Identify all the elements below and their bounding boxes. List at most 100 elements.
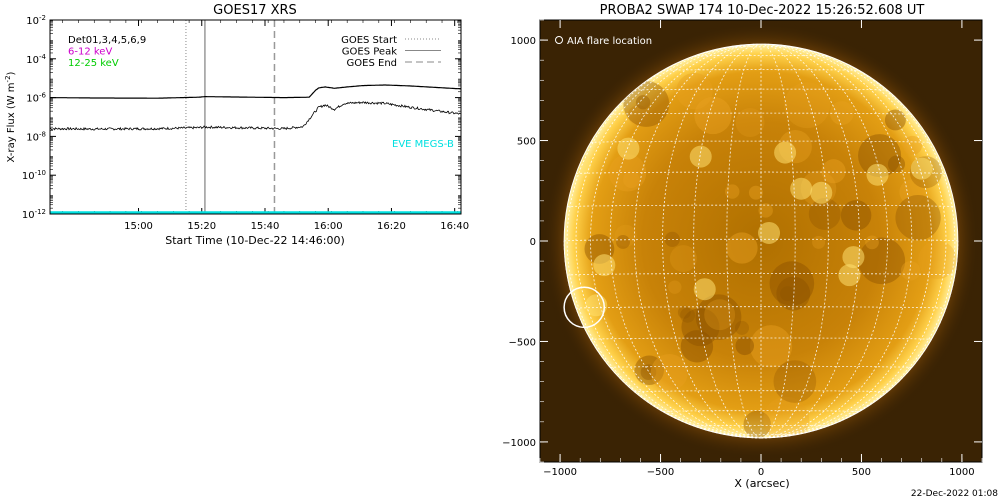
xrs-frame (49, 19, 462, 215)
swap-x-tick-label: 0 (758, 467, 764, 478)
xrs-y-tick-label: 10-2 (26, 14, 46, 27)
xrs-y-tick-label: 10-8 (26, 130, 46, 143)
swap-texture (676, 72, 713, 110)
swap-texture (902, 135, 923, 155)
swap-flare-marker (563, 286, 606, 329)
swap-bright-region (617, 137, 640, 160)
swap-latitude-line (693, 425, 829, 427)
swap-limb-circle (563, 43, 959, 439)
swap-texture (735, 108, 765, 137)
swap-texture (918, 240, 957, 280)
xrs-x-ticks: 15:00 15:20 15:40 16:00 16:20 16:40 (62, 20, 469, 232)
xrs-x-tick-label: 16:20 (377, 221, 406, 232)
swap-texture (695, 294, 742, 340)
swap-longitude-line (760, 43, 889, 439)
swap-longitude-line (760, 43, 947, 439)
swap-texture (694, 96, 732, 135)
swap-texture (668, 280, 682, 294)
swap-bright-region (758, 221, 781, 244)
swap-bright-region (693, 278, 716, 301)
swap-bright-region (774, 141, 797, 164)
swap-longitude-line (760, 43, 860, 439)
xrs-legend-right-item: GOES Peak (342, 47, 397, 58)
swap-bright-region (593, 254, 616, 277)
swap-y-tick-label: 0 (530, 237, 536, 248)
xrs-series-short (50, 101, 461, 131)
swap-y-tick-label: 1000 (511, 36, 536, 47)
swap-texture (608, 154, 647, 192)
swap-longitude-line (633, 43, 762, 439)
swap-texture (650, 353, 688, 392)
swap-longitude-line (590, 43, 762, 439)
xrs-y-tick-label: 10-10 (22, 169, 46, 182)
swap-bright-region (810, 181, 833, 204)
xrs-y-tick-label: 10-6 (26, 92, 46, 105)
swap-longitude-line (760, 43, 829, 439)
timestamp: 22-Dec-2022 01:08 (911, 489, 998, 499)
swap-latitude-line (610, 112, 912, 115)
swap-texture (748, 185, 763, 200)
xrs-x-tick-label: 15:00 (124, 221, 153, 232)
xrs-legend-right-item: GOES End (347, 58, 397, 69)
xrs-x-tick-label: 15:20 (187, 221, 216, 232)
swap-legend-symbol (555, 36, 563, 44)
swap-longitude-line (760, 43, 796, 439)
swap-longitude-line (760, 44, 956, 439)
aia-flare-circle (563, 286, 606, 329)
swap-texture (749, 325, 793, 368)
swap-y-tick-label: 500 (517, 137, 536, 148)
swap-bright-region (866, 163, 889, 186)
swap-texture (704, 299, 736, 331)
swap-texture (735, 336, 755, 356)
swap-latitude-line (563, 238, 959, 242)
xrs-y-label: X-ray Flux (W m-2) (4, 71, 17, 162)
swap-longitude-line (566, 44, 762, 439)
swap-texture (829, 101, 854, 126)
swap-latitude-line (609, 365, 913, 368)
swap-bright-region (910, 157, 933, 180)
swap-bright-region (842, 246, 865, 269)
xrs-legend-left-item: 6-12 keV (68, 47, 112, 58)
swap-x-tick-label: 1000 (949, 467, 974, 478)
xrs-series (50, 84, 461, 214)
swap-texture (743, 410, 771, 438)
swap-texture (758, 203, 773, 218)
swap-texture (865, 235, 879, 250)
swap-texture (640, 364, 657, 381)
xrs-legend-left-item: Det01,3,4,5,6,9 (68, 35, 146, 46)
swap-texture (776, 276, 811, 311)
swap-texture (840, 200, 872, 231)
swap-texture (780, 286, 795, 302)
xrs-y-tick-label: 10-12 (22, 208, 46, 221)
swap-texture (812, 235, 826, 249)
swap-texture (677, 305, 691, 319)
swap-x-tick-label: −1000 (543, 467, 577, 478)
swap-texture (769, 261, 815, 306)
swap-y-ticks: −1000 −500 0 500 1000 (502, 19, 982, 463)
xrs-series-long (50, 84, 461, 99)
swap-longitude-line (726, 43, 762, 439)
swap-longitude-line (609, 43, 762, 439)
swap-texture (725, 184, 740, 199)
swap-texture (616, 235, 630, 249)
swap-longitude-line (575, 43, 762, 439)
swap-bright-region (838, 264, 861, 287)
swap-texture (858, 134, 902, 178)
swap-texture (895, 195, 941, 241)
swap-texture (821, 159, 846, 184)
swap-longitude-line (662, 43, 762, 439)
swap-legend-label: AIA flare location (567, 36, 652, 47)
swap-latitude-line (634, 390, 888, 393)
swap-texture (884, 109, 906, 131)
swap-texture (726, 232, 758, 264)
swap-longitude-line (760, 43, 913, 439)
swap-longitude-line (693, 43, 762, 439)
swap-y-tick-label: −1000 (502, 438, 536, 449)
eve-megs-b-label: EVE MEGS-B (392, 139, 454, 150)
swap-heliographic-grid (563, 43, 959, 439)
swap-x-label: X (arcsec) (734, 477, 789, 490)
xrs-legend-left-item: 12-25 keV (68, 58, 119, 69)
swap-x-tick-label: −500 (647, 467, 674, 478)
